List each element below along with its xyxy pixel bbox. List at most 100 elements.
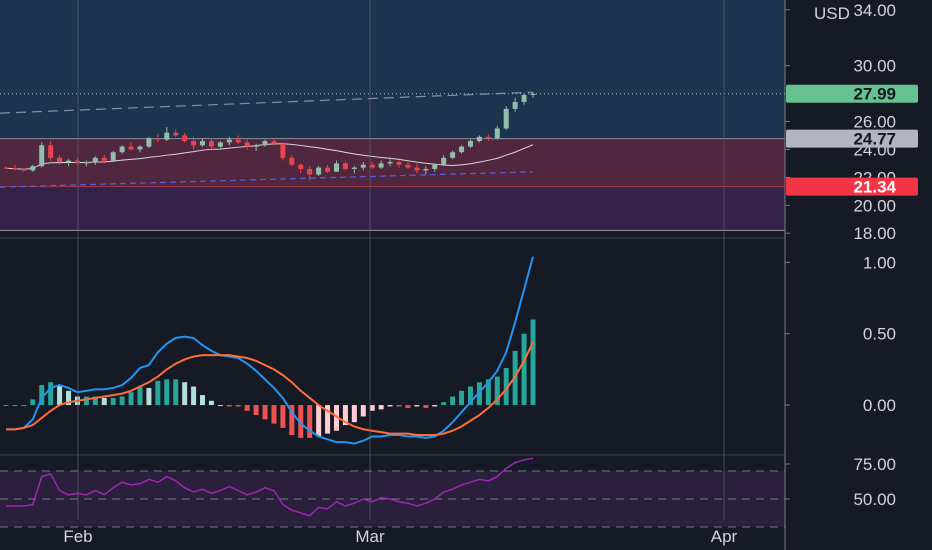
histogram-bar — [333, 405, 339, 431]
histogram-bar — [57, 385, 63, 406]
candle[interactable] — [298, 163, 304, 174]
candle[interactable] — [200, 138, 206, 147]
candle[interactable] — [3, 166, 9, 169]
price-axis[interactable]: USD34.0030.0026.0024.0022.0020.0018.001.… — [784, 0, 932, 550]
x-tick-label[interactable]: Feb — [63, 527, 92, 546]
candle[interactable] — [378, 160, 384, 169]
candle[interactable] — [57, 155, 63, 165]
price-tag-label[interactable]: 27.99 — [853, 85, 896, 104]
histogram-bar — [351, 405, 357, 423]
candle[interactable] — [137, 145, 143, 153]
histogram-bar — [342, 405, 348, 426]
candle[interactable] — [101, 155, 107, 164]
candle-body — [369, 164, 375, 168]
time-axis[interactable]: Feb Mar Apr — [0, 0, 785, 546]
candle[interactable] — [92, 156, 98, 165]
price-zone-2 — [0, 186, 785, 231]
candle[interactable] — [351, 166, 357, 174]
candle-body — [21, 168, 27, 171]
candle-body — [405, 164, 411, 168]
price-tag-label[interactable]: 24.77 — [853, 130, 896, 149]
candle[interactable] — [423, 166, 429, 175]
histogram-bar — [39, 385, 45, 406]
candle[interactable] — [360, 161, 366, 171]
candle[interactable] — [369, 161, 375, 169]
candle-body — [432, 164, 438, 169]
candle-body — [378, 163, 384, 168]
candle-body — [396, 161, 402, 165]
candle[interactable] — [459, 145, 465, 154]
histogram-bar — [182, 382, 188, 406]
price-tag-label[interactable]: 21.34 — [853, 178, 896, 197]
candle[interactable] — [512, 97, 518, 112]
candle[interactable] — [485, 134, 491, 142]
candle[interactable] — [307, 166, 313, 181]
candle[interactable] — [39, 142, 45, 168]
candle-body — [423, 168, 429, 171]
candle[interactable] — [316, 166, 322, 176]
candle[interactable] — [30, 164, 36, 172]
candle[interactable] — [146, 136, 152, 149]
candle[interactable] — [333, 160, 339, 172]
candle[interactable] — [342, 161, 348, 171]
candle[interactable] — [441, 155, 447, 167]
histogram-bar — [253, 405, 259, 416]
candle[interactable] — [191, 136, 197, 150]
price-panel[interactable] — [0, 0, 785, 231]
candle[interactable] — [396, 160, 402, 168]
histogram-bar — [226, 405, 232, 407]
macd-panel[interactable] — [0, 237, 785, 445]
candle[interactable] — [262, 139, 268, 147]
candle[interactable] — [253, 143, 259, 151]
x-tick-label[interactable]: Apr — [711, 527, 738, 546]
candle[interactable] — [173, 129, 179, 137]
candle[interactable] — [83, 160, 89, 167]
candle[interactable] — [414, 163, 420, 174]
candle[interactable] — [494, 125, 500, 140]
x-tick-label[interactable]: Mar — [355, 527, 385, 546]
candle[interactable] — [467, 139, 473, 149]
candle[interactable] — [12, 164, 18, 171]
candle[interactable] — [503, 106, 509, 130]
candle[interactable] — [21, 167, 27, 172]
candle[interactable] — [74, 157, 80, 165]
candle[interactable] — [66, 159, 72, 167]
candle[interactable] — [128, 142, 134, 151]
candle[interactable] — [244, 139, 250, 150]
candle[interactable] — [405, 161, 411, 169]
candle[interactable] — [235, 135, 241, 144]
price-tick-label: 34.00 — [853, 1, 896, 20]
candle[interactable] — [164, 127, 170, 142]
macd-tick-label: 1.00 — [863, 253, 896, 272]
histogram-bar — [137, 386, 143, 406]
candle[interactable] — [432, 163, 438, 172]
candle[interactable] — [280, 142, 286, 161]
macd-line — [6, 256, 534, 445]
candle[interactable] — [450, 150, 456, 160]
candle[interactable] — [217, 141, 223, 150]
candle[interactable] — [155, 134, 161, 143]
candle-body — [467, 141, 473, 147]
candle[interactable] — [530, 92, 536, 98]
price-tick-label: 26.00 — [853, 112, 896, 131]
candle[interactable] — [387, 159, 393, 167]
candle[interactable] — [271, 138, 277, 146]
candle-body — [325, 167, 331, 172]
candle[interactable] — [476, 135, 482, 143]
candle-body — [137, 146, 143, 150]
histogram-bar — [262, 405, 268, 420]
candle[interactable] — [182, 132, 188, 143]
candle[interactable] — [208, 138, 214, 149]
candle-body — [66, 160, 72, 162]
candle-body — [244, 142, 250, 147]
candle[interactable] — [48, 141, 54, 161]
candle[interactable] — [110, 150, 116, 162]
rsi-panel[interactable] — [0, 454, 785, 528]
candle[interactable] — [119, 145, 125, 154]
candle-body — [360, 164, 366, 168]
candle[interactable] — [325, 164, 331, 174]
candle[interactable] — [226, 136, 232, 146]
candle[interactable] — [521, 93, 527, 105]
candle-body — [200, 141, 206, 146]
candle[interactable] — [289, 155, 295, 167]
